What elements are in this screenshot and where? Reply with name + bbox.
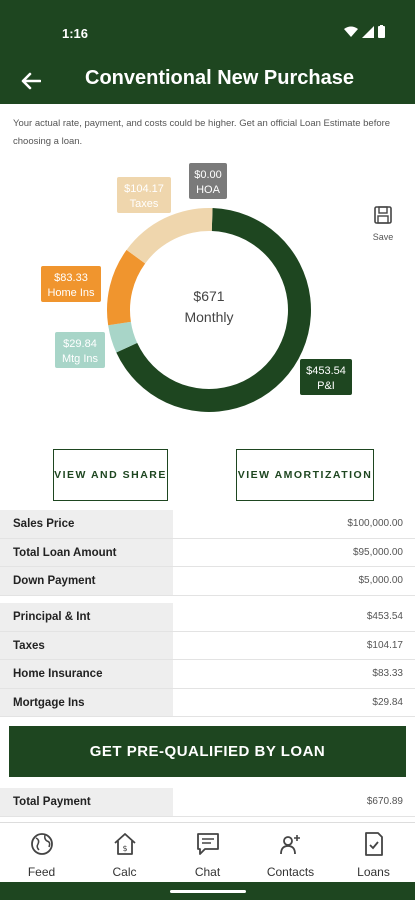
nav-item-contacts[interactable]: Contacts <box>249 823 332 882</box>
save-label: Save <box>372 232 394 242</box>
loan-summary-table: Sales Price $100,000.00 Total Loan Amoun… <box>0 510 415 596</box>
status-bar: 1:16 <box>0 0 415 58</box>
center-period: Monthly <box>184 309 233 325</box>
table-row: Down Payment $5,000.00 <box>0 567 415 596</box>
status-time: 1:16 <box>62 26 89 41</box>
row-label: Sales Price <box>0 510 173 538</box>
row-label: Taxes <box>0 631 173 659</box>
contacts-icon <box>279 835 300 855</box>
slice-name-label: Taxes <box>130 198 159 210</box>
get-prequalified-button[interactable]: GET PRE-QUALIFIED BY LOAN <box>9 726 406 777</box>
table-row: Sales Price $100,000.00 <box>0 510 415 539</box>
loans-icon <box>364 832 383 856</box>
row-value: $104.17 <box>366 639 403 651</box>
bottom-nav: Feed $ Calc Chat Contacts Loans <box>0 822 415 882</box>
row-value: $83.33 <box>372 668 403 679</box>
nav-label: Calc <box>112 865 137 879</box>
globe-icon <box>30 833 53 855</box>
table-row: Principal & Int $453.54 <box>0 603 415 632</box>
page-title: Conventional New Purchase <box>85 67 354 89</box>
center-amount: $671 <box>193 288 224 304</box>
slice-name-label: Home Ins <box>47 287 95 299</box>
view-amortization-button[interactable]: VIEW AMORTIZATION <box>236 449 374 501</box>
view-and-share-button[interactable]: VIEW AND SHARE <box>53 449 168 501</box>
nav-item-calc[interactable]: $ Calc <box>83 823 166 882</box>
row-value: $29.84 <box>372 696 403 708</box>
slice-name-label: Mtg Ins <box>62 353 99 365</box>
row-label: Down Payment <box>0 567 173 595</box>
battery-icon <box>378 25 385 38</box>
total-payment-table: Total Payment $670.89 <box>0 788 415 817</box>
payment-breakdown-table: Principal & Int $453.54 Taxes $104.17 Ho… <box>0 603 415 717</box>
table-row: Home Insurance $83.33 <box>0 660 415 689</box>
calc-home-icon: $ <box>113 833 136 855</box>
nav-label: Contacts <box>266 865 315 879</box>
label-p-i: $453.54 P&I <box>300 359 352 395</box>
label-hoa: $0.00 HOA <box>189 163 227 199</box>
slice-value-label: $453.54 <box>306 365 346 377</box>
gesture-pill[interactable] <box>170 890 246 893</box>
nav-label: Chat <box>194 865 221 879</box>
table-row: Total Loan Amount $95,000.00 <box>0 538 415 567</box>
nav-label: Loans <box>357 865 390 879</box>
nav-item-chat[interactable]: Chat <box>166 823 249 882</box>
table-row: Total Payment $670.89 <box>0 788 415 817</box>
slice-value-label: $104.17 <box>124 183 164 195</box>
label-mtg-ins: $29.84 Mtg Ins <box>55 332 105 368</box>
slice-mtg-ins <box>108 321 138 353</box>
nav-item-loans[interactable]: Loans <box>332 823 415 882</box>
app-bar: Conventional New Purchase <box>0 58 415 104</box>
arrow-left-icon <box>21 72 41 90</box>
table-row: Taxes $104.17 <box>0 631 415 660</box>
donut-chart: $671 Monthly $453.54 P&I $29.84 Mtg Ins $83.33… <box>41 163 352 413</box>
back-button[interactable] <box>16 66 46 96</box>
row-label: Total Payment <box>0 788 173 816</box>
save-icon <box>374 206 392 224</box>
wifi-icon <box>344 26 358 37</box>
slice-home-ins <box>107 249 146 326</box>
row-label: Home Insurance <box>0 660 173 688</box>
row-value: $100,000.00 <box>347 518 403 529</box>
gesture-bar <box>0 882 415 900</box>
row-label: Mortgage Ins <box>0 688 173 716</box>
status-icons <box>344 25 385 38</box>
signal-icon <box>362 25 374 38</box>
svg-text:$: $ <box>122 844 127 853</box>
disclaimer-text: Your actual rate, payment, and costs cou… <box>13 118 391 147</box>
slice-value-label: $29.84 <box>63 338 97 350</box>
label-home-ins: $83.33 Home Ins <box>41 266 101 302</box>
nav-item-feed[interactable]: Feed <box>0 823 83 882</box>
label-taxes: $104.17 Taxes <box>117 177 171 213</box>
row-value: $453.54 <box>366 611 403 622</box>
row-label: Total Loan Amount <box>0 538 173 566</box>
slice-value-label: $0.00 <box>194 169 222 181</box>
row-value: $670.89 <box>366 796 403 807</box>
slice-taxes <box>126 208 213 264</box>
slice-name-label: HOA <box>196 184 221 196</box>
nav-label: Feed <box>27 865 56 879</box>
row-value: $5,000.00 <box>358 575 404 586</box>
slice-value-label: $83.33 <box>54 272 88 284</box>
slice-name-label: P&I <box>317 380 335 392</box>
row-label: Principal & Int <box>0 603 173 631</box>
row-value: $95,000.00 <box>352 546 403 558</box>
table-row: Mortgage Ins $29.84 <box>0 688 415 717</box>
chat-icon <box>196 833 219 855</box>
save-button[interactable]: Save <box>368 205 398 242</box>
payment-chart: $671 Monthly $453.54 P&I $29.84 Mtg Ins $83.33… <box>0 160 415 430</box>
